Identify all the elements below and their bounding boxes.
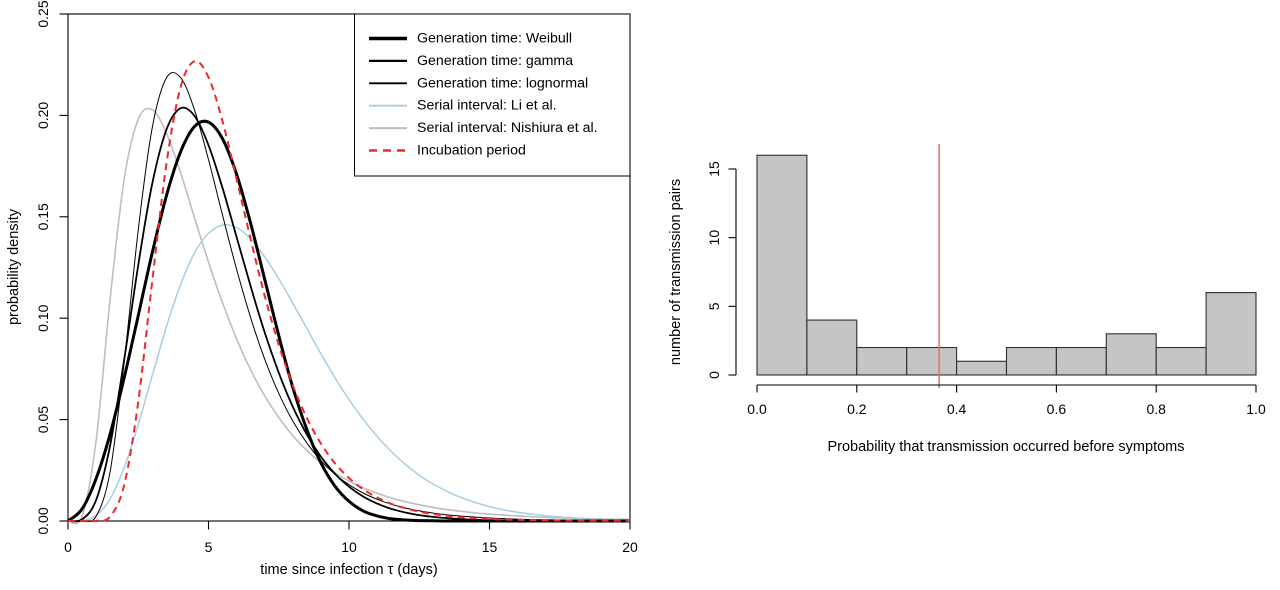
left-x-tick-label: 10	[341, 539, 357, 555]
legend-box	[354, 13, 631, 177]
left-x-tick-label: 0	[64, 539, 72, 555]
right-y-axis-title: number of transmission pairs	[668, 178, 684, 366]
left-y-tick-label: 0.05	[35, 406, 51, 433]
hist-bar-0.5-0.6	[1005, 346, 1057, 376]
left-x-axis-title: time since infection τ (days)	[260, 562, 438, 578]
hist-bar-0.6-0.7	[1055, 346, 1107, 376]
legend-label-li: Serial interval: Li et al.	[417, 98, 557, 114]
left-y-tick-label: 0.25	[35, 0, 51, 27]
hist-bar-0.4-0.5	[956, 360, 1008, 376]
legend-label-weibull: Generation time: Weibull	[417, 31, 572, 47]
right-y-tick-label: 10	[706, 230, 722, 246]
curve-li	[67, 223, 631, 522]
legend: Generation time: Weibull Generation time:…	[354, 13, 631, 177]
hist-bar-0.8-0.9	[1155, 346, 1207, 376]
legend-label-incubation: Incubation period	[417, 143, 526, 159]
right-x-tick-label: 1.0	[1246, 401, 1266, 417]
left-plot-box	[67, 13, 631, 522]
curve-incubation	[67, 60, 631, 523]
left-y-tick-label: 0.20	[35, 102, 51, 129]
legend-label-lognormal: Generation time: lognormal	[417, 75, 588, 91]
hist-bar-0.1-0.2	[806, 319, 858, 376]
legend-label-gamma: Generation time: gamma	[417, 53, 573, 69]
left-y-axis-title: probability density	[6, 208, 22, 326]
hist-bar-0.9-1.0	[1205, 292, 1257, 376]
left-x-tick-label: 5	[205, 539, 213, 555]
right-y-tick-label: 0	[706, 371, 722, 379]
right-x-tick-label: 0.2	[847, 401, 867, 417]
hist-bar-0.2-0.3	[856, 346, 908, 376]
curve-nishiura	[67, 107, 631, 525]
left-x-tick-label: 20	[622, 539, 638, 555]
right-x-tick-label: 0.8	[1146, 401, 1166, 417]
right-y-tick-label: 15	[706, 161, 722, 177]
left-y-tick-label: 0.00	[35, 507, 51, 534]
right-x-tick-label: 0.6	[1047, 401, 1067, 417]
left-panel: 0 5 10 15 20 0.00 0.05 0.10 0.15 0.20 0.25 Generati…	[35, 0, 638, 555]
legend-label-nishiura: Serial interval: Nishiura et al.	[417, 120, 598, 136]
right-x-tick-label: 0.0	[747, 401, 767, 417]
right-x-axis-title: Probability that transmission occurred b…	[827, 439, 1185, 455]
right-x-tick-label: 0.4	[947, 401, 967, 417]
left-y-tick-label: 0.15	[35, 203, 51, 230]
hist-bar-0.0-0.1	[756, 154, 808, 376]
left-y-tick-label: 0.10	[35, 304, 51, 331]
left-x-tick-label: 15	[482, 539, 498, 555]
hist-bar-0.3-0.4	[906, 346, 958, 376]
hist-bar-0.7-0.8	[1105, 333, 1157, 376]
right-panel: 0 5 10 15 0.0 0.2 0.4 0.6 0.8 1.0	[706, 144, 1266, 417]
right-y-tick-label: 5	[706, 302, 722, 310]
